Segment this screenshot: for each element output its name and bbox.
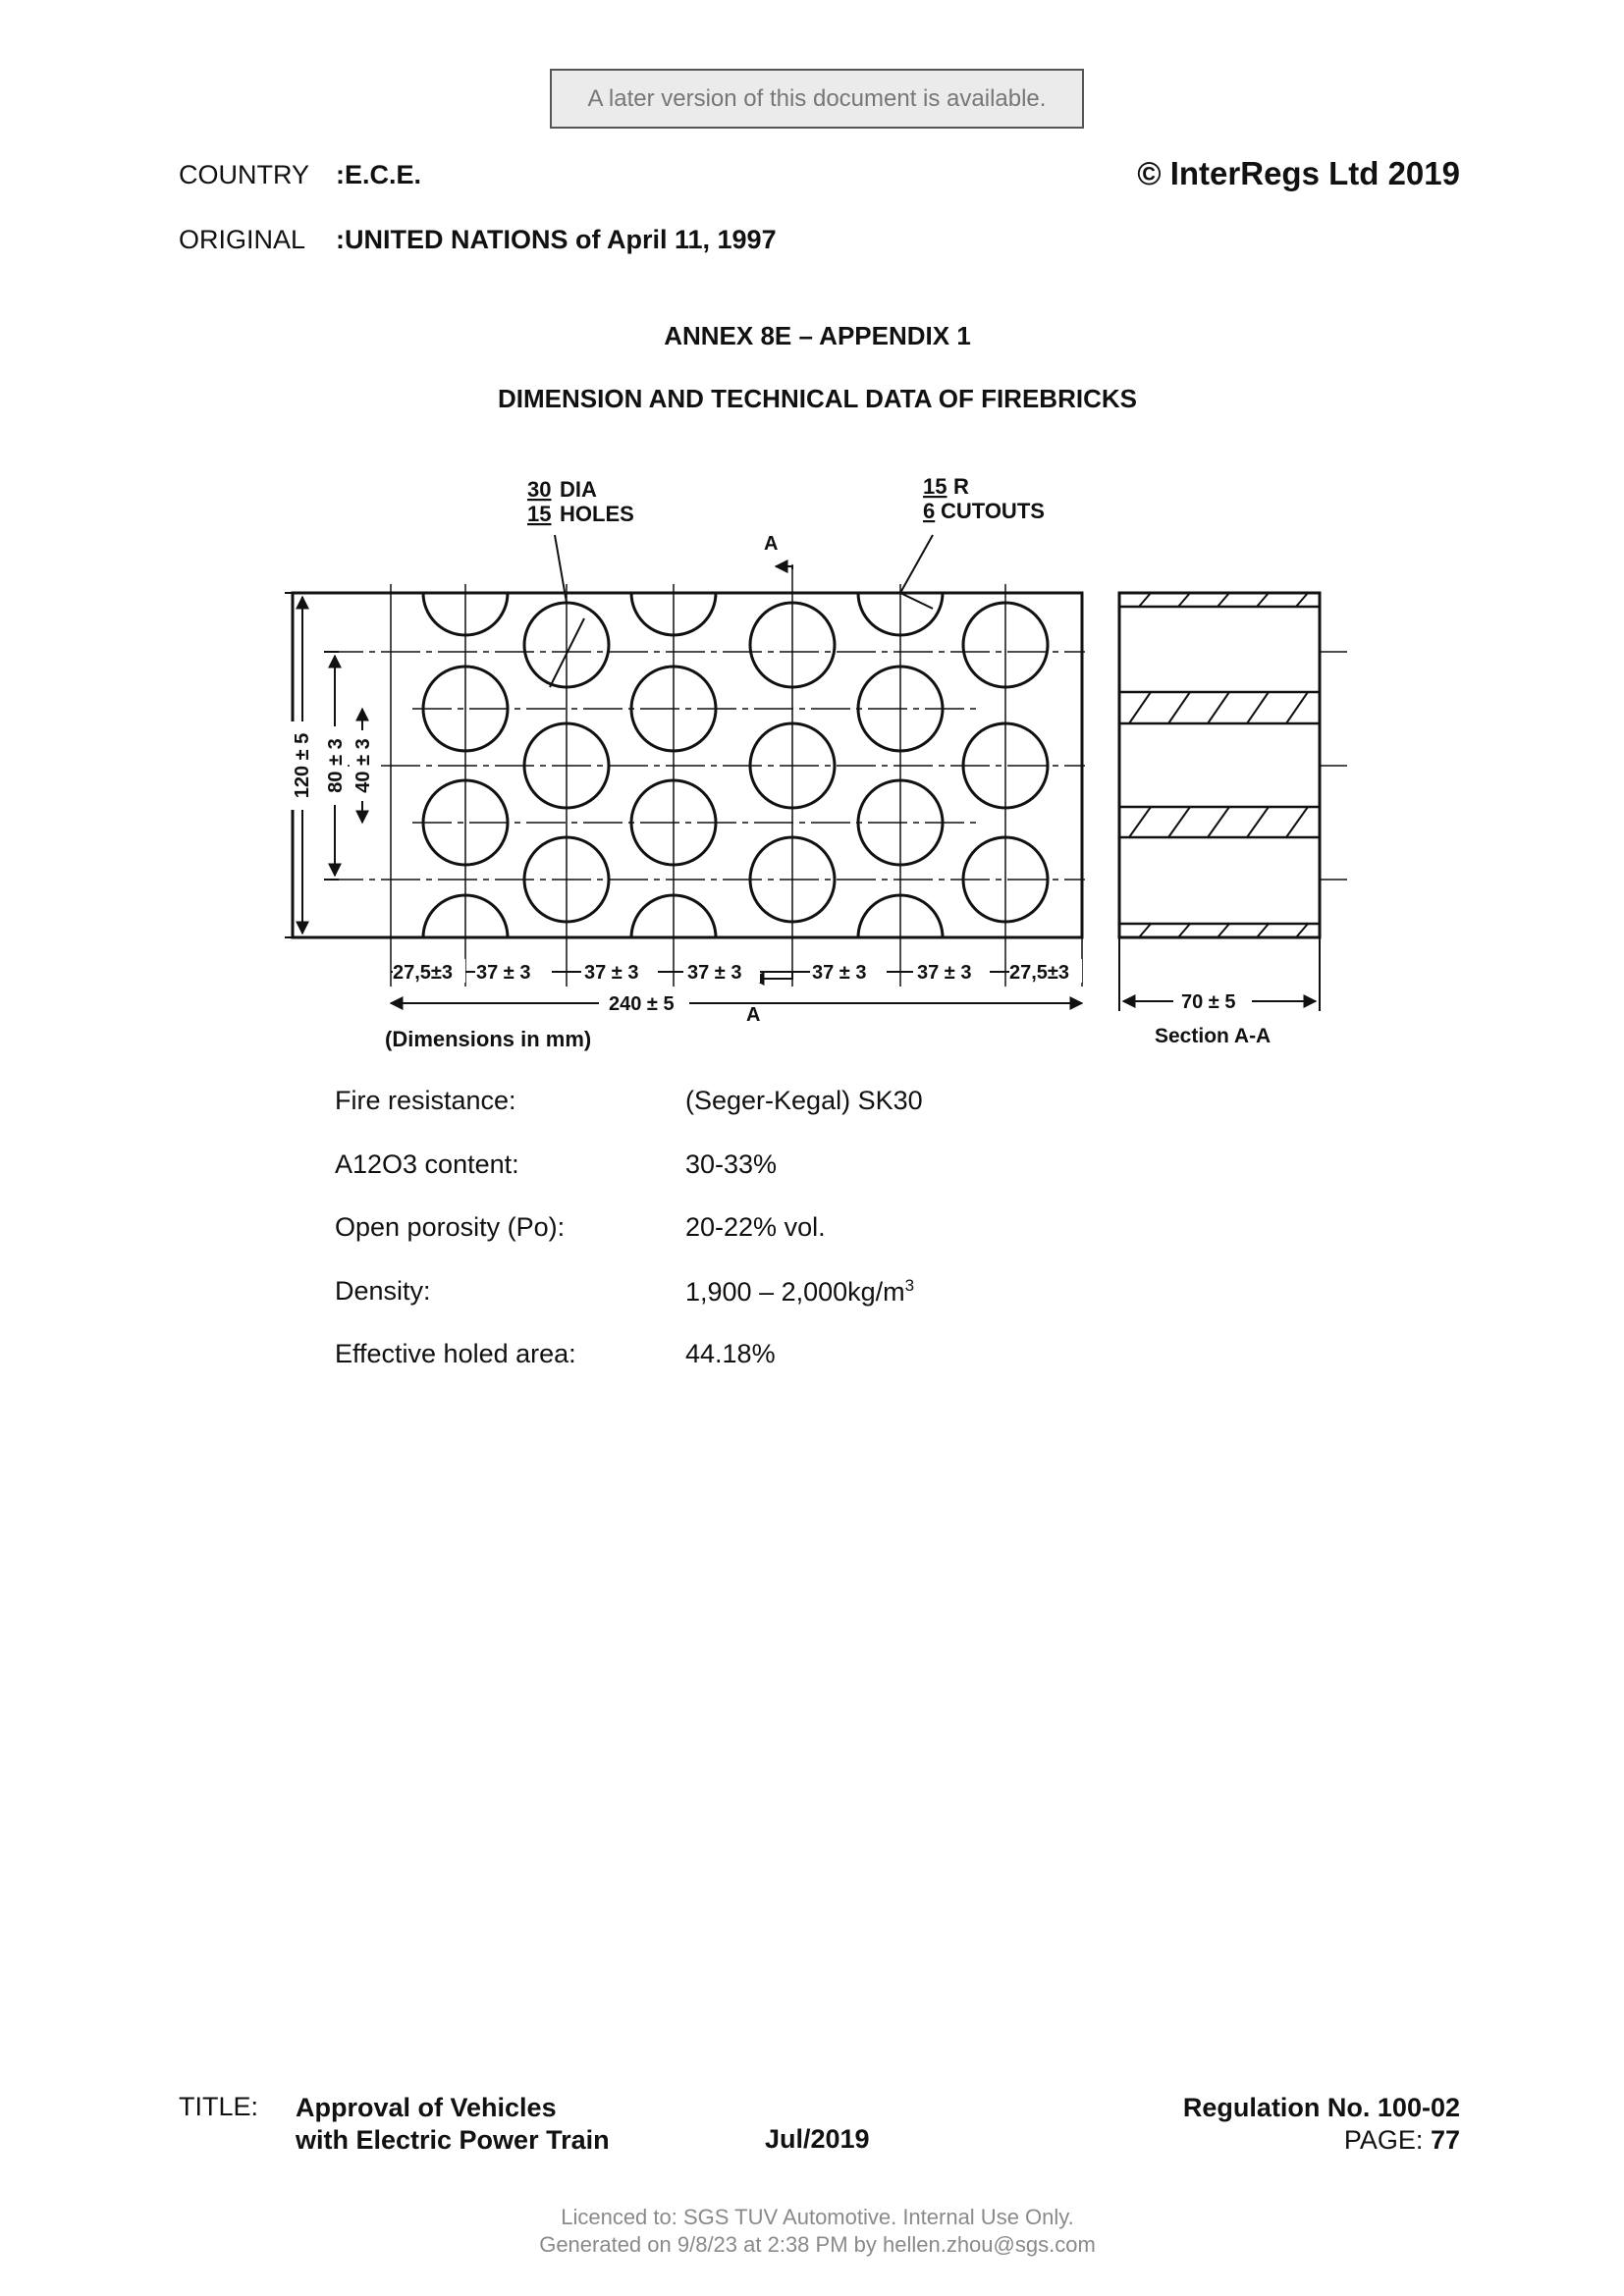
country-row: COUNTRY :E.C.E.: [179, 160, 421, 190]
annex-title: ANNEX 8E – APPENDIX 1: [664, 321, 971, 350]
title-line-2: with Electric Power Train: [296, 2125, 610, 2155]
dim-edge-left: 27,5±3: [393, 962, 453, 984]
property-label: A12O3 content:: [335, 1148, 519, 1179]
property-row: Open porosity (Po): 20-22% vol.: [335, 1212, 923, 1276]
hole: [629, 665, 718, 753]
hole: [748, 721, 837, 810]
cutout: [421, 592, 510, 637]
property-row: Effective holed area: 44.18%: [335, 1339, 923, 1403]
title-label: TITLE:: [179, 2092, 259, 2121]
dim-depth: 70 ± 5: [1181, 991, 1235, 1013]
firebrick-drawing: 30 DIA 15 HOLES 15 R 6 CUTOUTS A A 120 ±…: [285, 471, 1355, 1065]
density-value: 1,900 – 2,000kg/m: [685, 1276, 905, 1307]
page-number: 77: [1430, 2125, 1460, 2155]
country-label: COUNTRY: [179, 160, 310, 189]
cutout: [421, 893, 510, 938]
property-label: Density:: [335, 1275, 431, 1306]
section-outline: [1117, 591, 1322, 939]
licence-line-2: Generated on 9/8/23 at 2:38 PM by hellen…: [539, 2232, 1096, 2257]
property-label: Fire resistance:: [335, 1086, 516, 1115]
dim-height: 120 ± 5: [292, 733, 313, 799]
page-label: PAGE:: [1343, 2125, 1424, 2155]
dim-pitch-v: 40 ± 3: [352, 738, 374, 792]
doc-date: Jul/2019: [765, 2124, 870, 2154]
holes-count: 15: [527, 502, 551, 526]
dim-pitch: 37 ± 3: [812, 962, 866, 984]
section-mark-bottom: A: [746, 1004, 760, 1026]
country-value: :E.C.E.: [336, 160, 422, 189]
hole: [522, 721, 611, 810]
hole: [961, 721, 1050, 810]
property-value: 30-33%: [685, 1148, 778, 1179]
hole: [748, 601, 837, 689]
doc-title: Approval of Vehicles with Electric Power…: [296, 2092, 610, 2157]
licence-line-1: Licenced to: SGS TUV Automotive. Interna…: [561, 2205, 1074, 2229]
cutout-desc: R: [953, 474, 969, 499]
hole: [421, 778, 510, 867]
regulation-number: Regulation No. 100-02: [1182, 2093, 1460, 2122]
hole: [961, 601, 1050, 689]
property-value: 1,900 – 2,000kg/m3: [685, 1276, 914, 1340]
original-label: ORIGINAL: [179, 225, 306, 254]
dim-edge-right: 27,5±3: [1009, 962, 1069, 984]
holes-word: HOLES: [560, 502, 634, 526]
section-label: Section A-A: [1155, 1025, 1271, 1047]
cutout: [629, 592, 718, 637]
hole: [961, 835, 1050, 924]
property-label: Open porosity (Po):: [335, 1212, 566, 1242]
cutout: [856, 592, 945, 637]
holes-desc: DIA: [560, 477, 597, 502]
holes-qty: 30: [527, 477, 551, 502]
property-row: Fire resistance: (Seger-Kegal) SK30: [335, 1086, 923, 1149]
hole: [629, 778, 718, 867]
property-label: Effective holed area:: [335, 1339, 576, 1368]
cutout-count: 6: [923, 499, 935, 523]
density-superscript: 3: [904, 1275, 915, 1295]
hole: [748, 835, 837, 924]
cutout: [856, 893, 945, 938]
hole: [856, 778, 945, 867]
property-value: 44.18%: [685, 1339, 776, 1368]
hole: [421, 665, 510, 753]
hole: [856, 665, 945, 753]
original-value: :UNITED NATIONS of April 11, 1997: [336, 225, 777, 254]
copyright: © InterRegs Ltd 2019: [1137, 155, 1460, 191]
original-row: ORIGINAL :UNITED NATIONS of April 11, 199…: [179, 225, 777, 255]
property-row: Density: 1,900 – 2,000kg/m3: [335, 1276, 923, 1340]
units-note: (Dimensions in mm): [385, 1027, 591, 1051]
property-value: (Seger-Kegal) SK30: [685, 1086, 923, 1115]
regulation-block: Regulation No. 100-02 PAGE: 77: [1183, 2092, 1460, 2157]
hole: [522, 835, 611, 924]
dim-pitch: 37 ± 3: [584, 962, 638, 984]
dim-inner: 80 ± 3: [325, 738, 347, 792]
dim-pitch: 37 ± 3: [687, 962, 741, 984]
cutout-qty: 15: [923, 474, 947, 499]
later-version-banner[interactable]: A later version of this document is avai…: [550, 69, 1084, 129]
cutout-word: CUTOUTS: [941, 499, 1045, 523]
property-row: A12O3 content: 30-33%: [335, 1149, 923, 1213]
property-value: 20-22% vol.: [685, 1212, 826, 1242]
section-mark-top: A: [764, 533, 778, 555]
dim-pitch: 37 ± 3: [917, 962, 971, 984]
dim-pitch: 37 ± 3: [476, 962, 530, 984]
properties-table: Fire resistance: (Seger-Kegal) SK30 A12O…: [335, 1086, 923, 1403]
section-title: DIMENSION AND TECHNICAL DATA OF FIREBRIC…: [498, 384, 1137, 413]
dim-length: 240 ± 5: [609, 993, 675, 1015]
cutout: [629, 893, 718, 938]
title-line-1: Approval of Vehicles: [296, 2093, 557, 2122]
